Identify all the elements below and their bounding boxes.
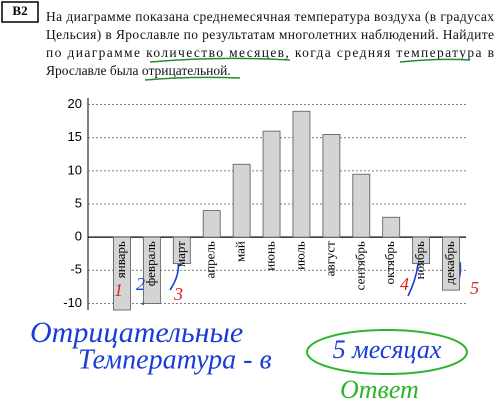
bar (322, 134, 341, 238)
x-tick-label: июнь (263, 241, 278, 271)
bar (113, 236, 131, 311)
y-tick-label: 10 (68, 162, 82, 177)
y-tick-label: -5 (70, 262, 82, 277)
bar (172, 236, 191, 265)
bar (442, 236, 460, 291)
x-tick-label: октябрь (382, 241, 397, 284)
hand-text: Температура - в (78, 344, 272, 375)
x-tick-label: март (173, 241, 188, 267)
y-tick-label: 15 (68, 129, 82, 144)
bar (412, 236, 431, 265)
task-box (1, 1, 39, 23)
y-tick-label: 0 (75, 229, 82, 244)
bar (382, 216, 401, 238)
x-tick-label: август (322, 241, 337, 277)
x-tick-label: ноябрь (412, 241, 427, 279)
bar (292, 110, 311, 238)
x-tick-label: сентябрь (352, 241, 367, 290)
problem-line: по диаграмме количество месяцев, когда с… (46, 45, 494, 60)
problem-line: Цельсия) в Ярославле по результатам мног… (46, 27, 494, 42)
problem-line: Ярославле была отрицательной. (46, 63, 231, 78)
hand-number: 4 (400, 274, 409, 294)
bar (232, 163, 251, 238)
hand-number: 3 (173, 284, 183, 304)
bar (142, 236, 161, 304)
x-tick-label: июль (292, 241, 307, 270)
answer-circle (306, 329, 468, 375)
y-tick-label: 5 (75, 195, 82, 210)
y-tick-label: -10 (63, 295, 82, 310)
bar (352, 173, 371, 238)
hand-text: Отрицательные (30, 316, 243, 349)
hand-answer: 5 месяцах (333, 335, 442, 364)
hand-number: 5 (470, 278, 479, 298)
bar (202, 210, 221, 238)
task-label: B2 (12, 3, 27, 18)
hand-caption: Ответ (340, 375, 419, 404)
hand-number: 1 (114, 280, 123, 300)
x-tick-label: апрель (203, 241, 218, 278)
bar (262, 130, 281, 238)
hand-number: 2 (136, 274, 145, 294)
underline (144, 57, 471, 81)
x-tick-label: январь (113, 241, 128, 278)
x-tick-label: декабрь (442, 241, 457, 284)
y-tick-label: 20 (68, 96, 82, 111)
problem-line: На диаграмме показана среднемесячная тем… (46, 9, 494, 24)
x-tick-label: февраль (143, 241, 158, 286)
x-tick-label: май (233, 241, 248, 262)
